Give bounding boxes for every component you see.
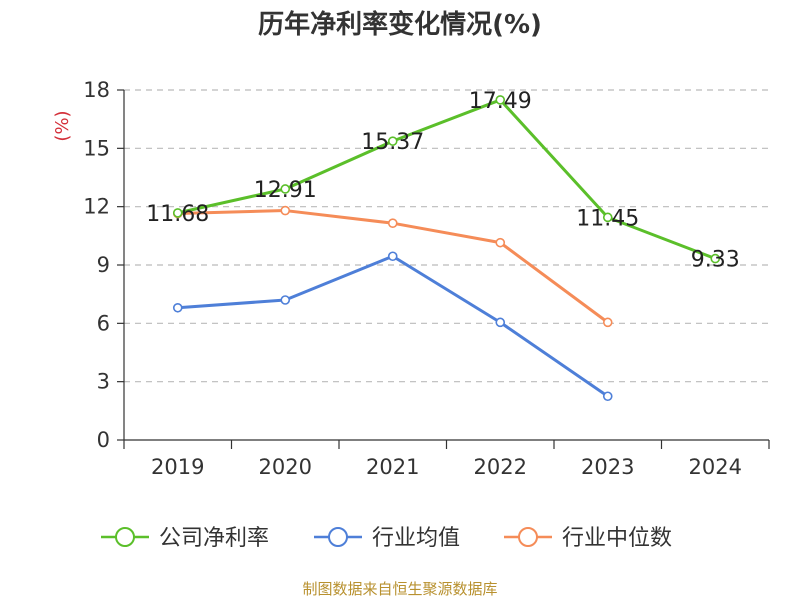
data-labels: 11.68 12.91 15.37 17.49 11.45 9.33	[146, 89, 739, 273]
data-point	[387, 136, 398, 146]
y-tick-label: 9	[97, 253, 110, 277]
legend-marker	[115, 527, 135, 547]
source-note: 制图数据来自恒生聚源数据库	[302, 580, 498, 598]
y-tick-label: 18	[83, 78, 110, 102]
y-axis-label: (%)	[52, 110, 73, 141]
legend-marker	[518, 527, 538, 547]
data-point	[172, 302, 183, 313]
legend-label: 行业均值	[372, 526, 460, 551]
y-tick-label: 0	[97, 428, 110, 452]
data-point	[280, 205, 291, 216]
legend-item: 行业中位数	[504, 526, 672, 551]
data-point	[172, 208, 183, 218]
data-point	[602, 317, 613, 328]
y-tick-label: 12	[83, 195, 110, 219]
data-point	[387, 251, 398, 262]
chart-title: 历年净利率变化情况(%)	[258, 10, 542, 40]
x-tick-label: 2022	[474, 455, 527, 479]
data-label: 11.68	[146, 202, 209, 227]
data-point	[387, 218, 398, 228]
data-point	[495, 95, 506, 105]
series-公司净利率	[172, 95, 721, 264]
series-line	[177, 254, 609, 398]
series-行业均值	[172, 251, 613, 402]
data-label: 15.37	[361, 130, 424, 155]
y-tick-label: 6	[97, 311, 110, 335]
series-line	[177, 98, 716, 260]
legend-marker	[328, 527, 348, 547]
data-point	[280, 184, 291, 194]
x-tick-label: 2024	[689, 455, 742, 479]
data-point	[280, 295, 291, 305]
data-point	[495, 237, 506, 248]
data-point	[495, 317, 506, 328]
data-point	[710, 253, 721, 264]
grid-lines	[124, 89, 769, 383]
x-tick-label: 2020	[259, 455, 312, 479]
data-label: 17.49	[469, 89, 532, 114]
data-label: 12.91	[254, 178, 317, 203]
data-label: 11.45	[576, 206, 639, 231]
legend: 公司净利率 行业均值 行业中位数	[101, 526, 672, 551]
legend-label: 行业中位数	[562, 526, 672, 551]
x-tick-label: 2021	[366, 455, 419, 479]
x-tick-label: 2023	[581, 455, 634, 479]
y-tick-label: 3	[97, 370, 110, 394]
series-行业中位数	[172, 205, 613, 328]
axes: 0 3 6 9 12 15 18 2019 2020 2021 2022 2023 2024	[83, 78, 770, 479]
data-label: 9.33	[691, 248, 740, 273]
legend-item: 行业均值	[314, 526, 460, 551]
data-point	[602, 212, 613, 223]
legend-item: 公司净利率	[101, 526, 269, 551]
y-tick-label: 15	[83, 136, 110, 160]
x-tick-label: 2019	[151, 455, 204, 479]
data-point	[602, 391, 613, 402]
series-layer	[172, 95, 721, 402]
legend-label: 公司净利率	[159, 526, 269, 551]
